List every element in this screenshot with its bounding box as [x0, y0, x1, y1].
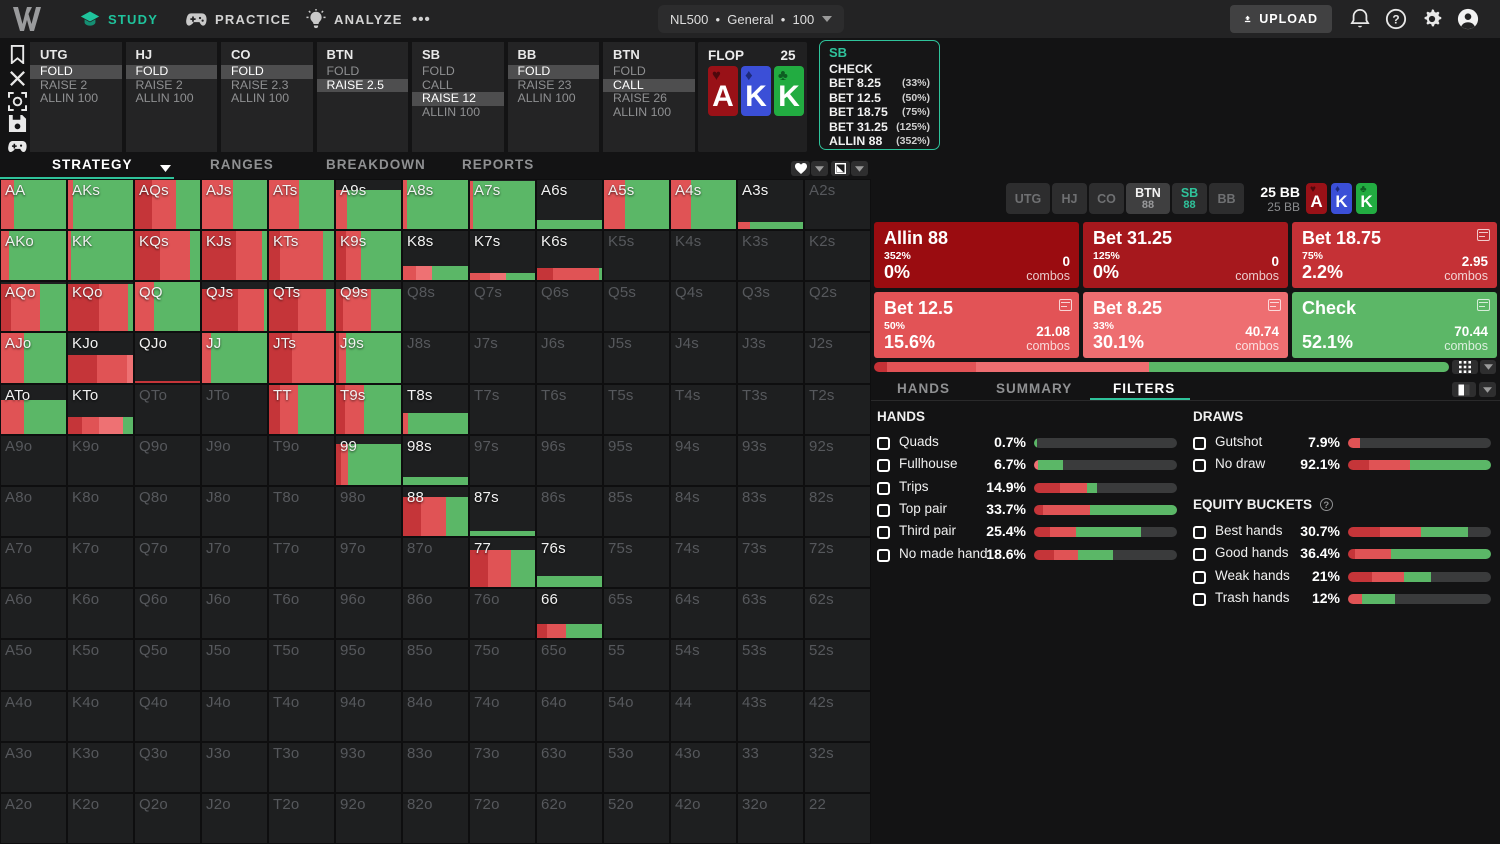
svg-text:?: ?	[1392, 13, 1399, 27]
